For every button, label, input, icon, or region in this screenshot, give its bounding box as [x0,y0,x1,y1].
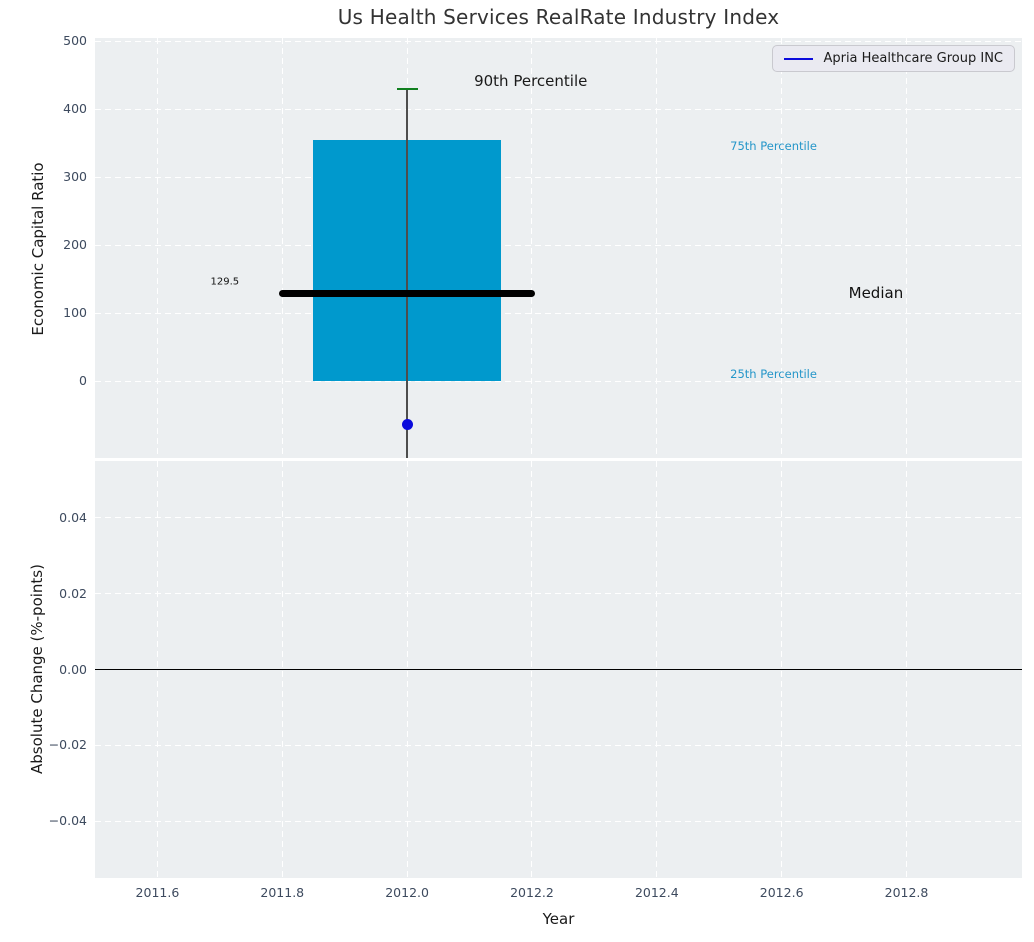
x-tick-label-2011.8: 2011.8 [260,885,305,900]
zero-reference-line [95,668,1022,671]
legend-label: Apria Healthcare Group INC [823,51,1003,66]
legend-line-icon [784,57,814,60]
p90-cap [396,87,418,91]
y-tick-label-0.00: 0.00 [59,661,87,677]
gridline-y-−0.04 [95,820,1022,822]
axes-absolute-change [95,461,1022,878]
gridline-x-2012.4 [656,38,658,458]
gridline-y-0.04 [95,517,1022,519]
y-tick-label-300: 300 [63,169,87,185]
y-tick-label-200: 200 [63,237,87,253]
gridline-y-100 [95,312,1022,314]
y-tick-label-0: 0 [79,373,87,389]
chart-title: Us Health Services RealRate Industry Ind… [337,5,780,29]
gridline-y-0 [95,380,1022,382]
x-tick-label-2012.2: 2012.2 [510,885,554,900]
y-tick-label-0.04: 0.04 [59,509,87,525]
gridline-y-300 [95,176,1022,178]
gridline-x-2011.6 [156,38,158,458]
legend[interactable]: Apria Healthcare Group INC [772,45,1015,72]
gridline-y-200 [95,244,1022,246]
gridline-y-0.02 [95,593,1022,595]
company-data-point [401,419,413,431]
y-tick-label-400: 400 [63,101,87,117]
gridline-x-2012.6 [781,38,783,458]
annotation-75th-percentile: 75th Percentile [730,139,817,154]
x-axis-label-year: Year [542,910,575,928]
y-tick-label-0.02: 0.02 [59,585,87,601]
annotation-90th-percentile: 90th Percentile [474,71,588,90]
gridline-x-2012.2 [531,38,533,458]
x-tick-label-2011.6: 2011.6 [135,885,180,900]
y-tick-label-−0.02: −0.02 [48,737,87,753]
y-tick-label-−0.04: −0.04 [48,813,87,829]
median-line [279,289,536,297]
x-tick-label-2012.6: 2012.6 [759,885,804,900]
gridline-y-400 [95,108,1022,110]
x-tick-label-2012.4: 2012.4 [634,885,679,900]
annotation-25th-percentile: 25th Percentile [730,366,817,381]
gridline-y-500 [95,40,1022,42]
whisker-line [406,88,408,458]
y-tick-label-100: 100 [63,305,87,321]
axes-economic-capital-ratio: 90th Percentile 75th Percentile Median 25th… [95,38,1022,458]
x-tick-label-2012.8: 2012.8 [884,885,929,900]
annotation-129-5: 129.5 [210,276,240,288]
gridline-y-−0.02 [95,744,1022,746]
annotation-median: Median [848,283,904,302]
y-tick-label-500: 500 [63,33,87,49]
x-tick-label-2012.0: 2012.0 [385,885,429,900]
gridline-x-2011.8 [281,38,283,458]
gridline-x-2012.8 [906,38,907,458]
